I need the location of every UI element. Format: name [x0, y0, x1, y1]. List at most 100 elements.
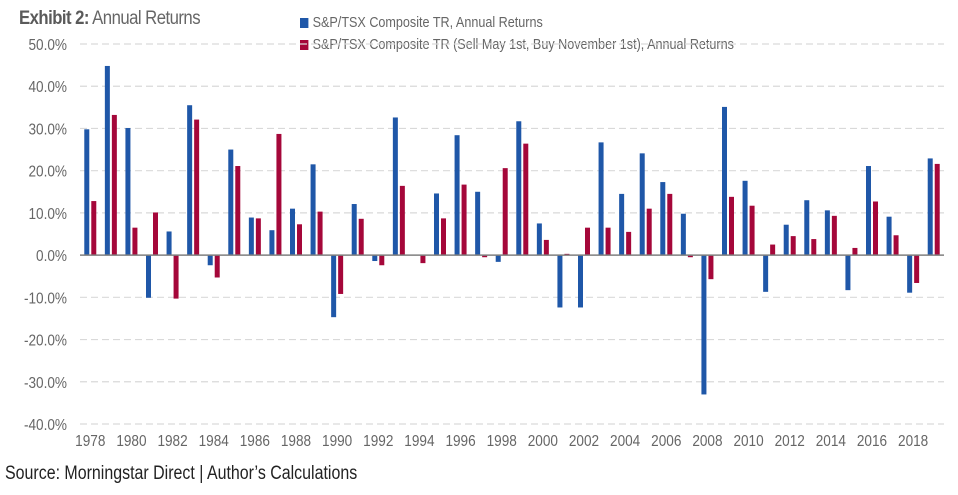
bar-tsx-1991 — [351, 204, 357, 256]
bar-tsx-2013 — [804, 200, 810, 256]
x-tick-label: 1994 — [404, 433, 434, 450]
x-tick-label: 2010 — [733, 433, 763, 450]
bar-tsx-1985 — [228, 149, 234, 256]
chart-title: Exhibit 2: Annual Returns — [19, 8, 201, 30]
bar-tsx-2002 — [578, 255, 583, 308]
bar-tsx-1999 — [516, 121, 522, 256]
legend-label-blue: S&P/TSX Composite TR, Annual Returns — [312, 14, 543, 31]
bar-tsx-1984 — [207, 255, 213, 266]
bar-tsx-2001 — [557, 255, 563, 308]
bar-sell-may-2016 — [873, 201, 878, 256]
bar-sell-may-1978 — [91, 201, 97, 256]
bar-sell-may-2015 — [852, 247, 858, 256]
bar-tsx-1980 — [125, 128, 131, 256]
bar-tsx-2017 — [886, 216, 892, 256]
bar-sell-may-2013 — [811, 239, 817, 256]
bar-tsx-1988 — [290, 208, 295, 256]
bar-tsx-1997 — [475, 191, 481, 256]
bar-tsx-1978 — [84, 129, 90, 256]
y-tick-label: 20.0% — [28, 164, 67, 181]
bar-tsx-2005 — [639, 153, 645, 256]
bar-tsx-1979 — [104, 65, 110, 256]
bar-sell-may-1980 — [132, 227, 138, 256]
bar-sell-may-1988 — [297, 224, 302, 256]
x-tick-label: 2018 — [898, 433, 928, 450]
bar-sell-may-1987 — [276, 133, 282, 256]
x-tick-label: 2012 — [775, 433, 805, 450]
y-axis: 50.0% 40.0% 30.0% 20.0% 10.0% 0.0% -10.0% -20.0… — [24, 37, 67, 434]
bar-tsx-1983 — [187, 105, 193, 256]
x-tick-label: 2008 — [692, 433, 722, 450]
bar-tsx-2007 — [680, 213, 686, 256]
bar-sell-may-1984 — [214, 255, 220, 278]
y-tick-label: -20.0% — [24, 333, 67, 350]
bar-sell-may-2010 — [749, 205, 755, 256]
bar-tsx-2012 — [783, 224, 789, 256]
bar-tsx-2018 — [907, 255, 913, 293]
y-tick-label: -10.0% — [24, 290, 67, 307]
x-tick-label: 1980 — [116, 433, 146, 450]
bar-sell-may-2007 — [687, 255, 693, 258]
bar-tsx-2014 — [824, 210, 830, 256]
bar-tsx-2004 — [619, 193, 625, 256]
bar-tsx-2006 — [660, 182, 666, 256]
bar-tsx-1986 — [248, 217, 254, 256]
y-tick-label: -40.0% — [24, 417, 67, 434]
y-tick-label: 10.0% — [28, 206, 67, 223]
bar-sell-may-2002 — [585, 227, 590, 256]
bar-sell-may-1983 — [194, 119, 200, 256]
bar-sell-may-1986 — [255, 218, 261, 256]
bar-sell-may-1990 — [338, 255, 344, 294]
bar-tsx-1993 — [392, 117, 398, 256]
legend-swatch-red — [300, 40, 309, 50]
x-tick-label: 1992 — [363, 433, 393, 450]
bar-sell-may-2011 — [770, 244, 776, 256]
bar-tsx-1992 — [372, 255, 378, 262]
bar-tsx-1987 — [269, 230, 275, 256]
y-tick-label: -30.0% — [24, 375, 67, 392]
source-note: Source: Morningstar Direct | Author’s Ca… — [5, 463, 358, 484]
bar-sell-may-1997 — [482, 255, 488, 258]
bar-sell-may-1989 — [317, 211, 323, 256]
bar-sell-may-2012 — [790, 236, 796, 256]
x-tick-label: 1978 — [75, 433, 105, 450]
bar-sell-may-1979 — [111, 114, 117, 256]
bar-sell-may-2017 — [893, 235, 899, 256]
bar-tsx-2011 — [763, 255, 769, 292]
bars — [80, 65, 944, 395]
x-tick-label: 2004 — [610, 433, 640, 450]
x-tick-label: 2014 — [816, 433, 846, 450]
legend-swatch-blue — [300, 18, 309, 28]
bar-sell-may-1998 — [502, 168, 508, 256]
bar-sell-may-1981 — [153, 212, 158, 256]
bar-sell-may-2000 — [543, 239, 549, 256]
bar-sell-may-1994 — [420, 255, 426, 264]
bar-sell-may-2003 — [605, 227, 611, 256]
x-axis: 1978 1980 1982 1984 1986 1988 1990 1992 1994 1996… — [75, 433, 928, 450]
bar-sell-may-1993 — [399, 185, 405, 256]
legend-item-blue: S&P/TSX Composite TR, Annual Returns — [300, 12, 734, 34]
bar-sell-may-2005 — [646, 208, 652, 256]
bar-sell-may-2006 — [667, 193, 673, 256]
bar-sell-may-1996 — [461, 184, 467, 256]
bar-tsx-1989 — [310, 164, 316, 256]
bar-tsx-2000 — [536, 223, 542, 256]
x-tick-label: 1996 — [445, 433, 475, 450]
chart-title-rest: Annual Returns — [88, 8, 201, 29]
x-tick-label: 1998 — [487, 433, 517, 450]
x-tick-label: 1990 — [322, 433, 352, 450]
bar-tsx-2010 — [742, 180, 748, 256]
bar-sell-may-2008 — [708, 255, 714, 280]
x-tick-label: 1984 — [199, 433, 229, 450]
bar-sell-may-1985 — [235, 166, 241, 256]
y-tick-label: 30.0% — [28, 122, 67, 139]
bar-sell-may-1991 — [358, 218, 364, 256]
bar-tsx-1990 — [331, 255, 337, 318]
bar-sell-may-2004 — [626, 231, 632, 256]
bar-sell-may-2018 — [914, 255, 920, 283]
x-tick-label: 1982 — [157, 433, 187, 450]
chart-title-bold: Exhibit 2: — [19, 8, 89, 29]
y-tick-label: 40.0% — [28, 79, 67, 96]
bar-tsx-2003 — [598, 142, 604, 256]
